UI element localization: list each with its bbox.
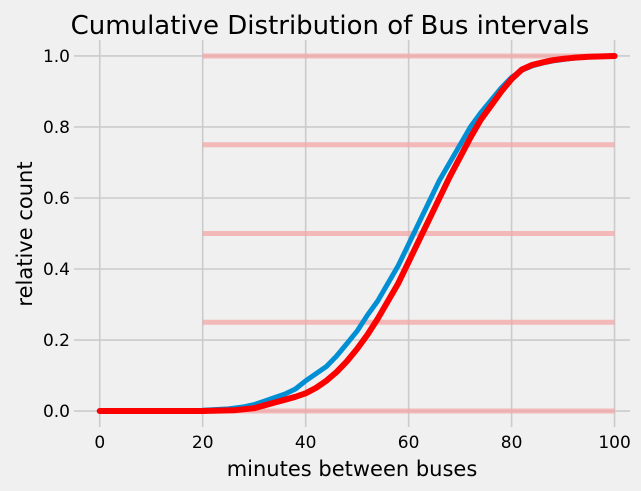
x-axis-label: minutes between buses (227, 457, 478, 481)
y-tick-label: 1.0 (43, 47, 70, 67)
x-tick-label: 80 (501, 433, 523, 453)
y-tick-label: 0.4 (43, 260, 70, 280)
y-tick-label: 0.6 (43, 189, 70, 209)
x-tick-label: 60 (398, 433, 420, 453)
series-line-2 (96, 53, 618, 414)
x-tick-label: 100 (598, 433, 630, 453)
y-axis-label: relative count (13, 161, 37, 306)
x-tick-label: 20 (192, 433, 214, 453)
x-tick-label: 40 (295, 433, 317, 453)
series-lines (96, 53, 618, 414)
chart-title: Cumulative Distribution of Bus intervals (71, 11, 590, 41)
y-tick-label: 0.8 (43, 118, 70, 138)
y-tick-label: 0.0 (43, 402, 70, 422)
tick-labels: 0 20 40 60 80 100 0.0 0.2 0.4 0.6 0.8 1.0 (43, 47, 631, 453)
reference-lines (202, 53, 615, 414)
y-tick-label: 0.2 (43, 331, 70, 351)
x-tick-label: 0 (94, 433, 105, 453)
